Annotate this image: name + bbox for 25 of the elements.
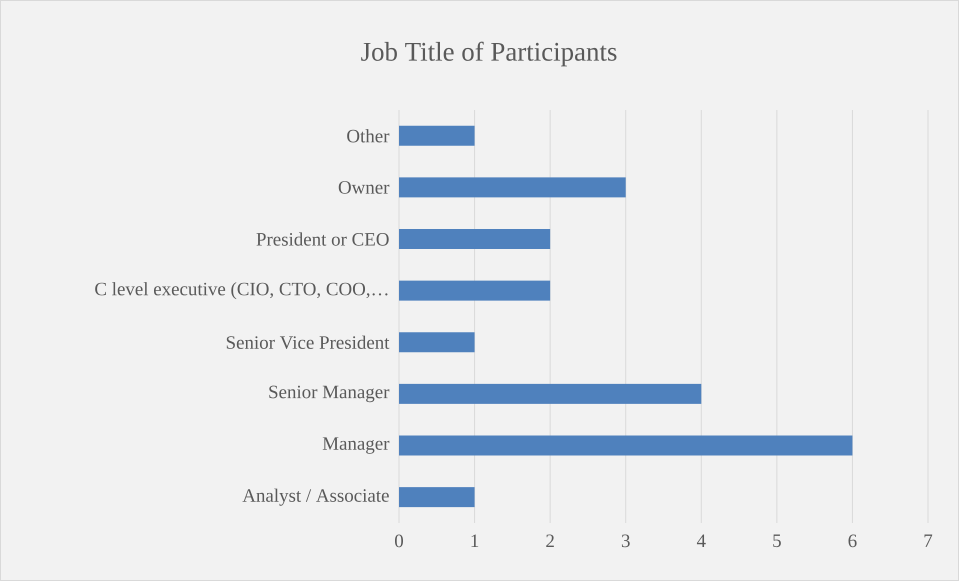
bar <box>399 332 475 352</box>
y-tick-label: Owner <box>338 181 390 194</box>
x-tick-label: 4 <box>696 534 706 547</box>
bar <box>399 384 702 404</box>
y-tick-label: President or CEO <box>256 232 389 246</box>
x-tick-label: 1 <box>472 534 478 548</box>
bar <box>399 280 550 301</box>
chart-title: Job Title of Participants <box>361 42 616 66</box>
y-tick-label: Manager <box>322 437 390 454</box>
x-tick-label: 0 <box>394 534 404 548</box>
x-tick-label: 2 <box>546 534 554 548</box>
bar <box>399 229 550 250</box>
y-tick-label: Other <box>347 129 390 142</box>
x-tick-label: 7 <box>924 534 932 547</box>
y-tick-label: Senior Vice President <box>226 336 390 350</box>
x-tick-label: 3 <box>622 534 630 548</box>
bar <box>399 436 852 456</box>
bar <box>399 177 626 198</box>
y-tick-label: C level executive (CIO, CTO, COO,… <box>95 282 388 300</box>
y-tick-label: Senior Manager <box>269 386 390 402</box>
y-tick-label: Analyst / Associate <box>242 488 389 506</box>
bar <box>399 487 475 508</box>
bar <box>399 126 475 146</box>
x-tick-label: 6 <box>848 534 857 548</box>
x-tick-label: 5 <box>773 534 781 548</box>
